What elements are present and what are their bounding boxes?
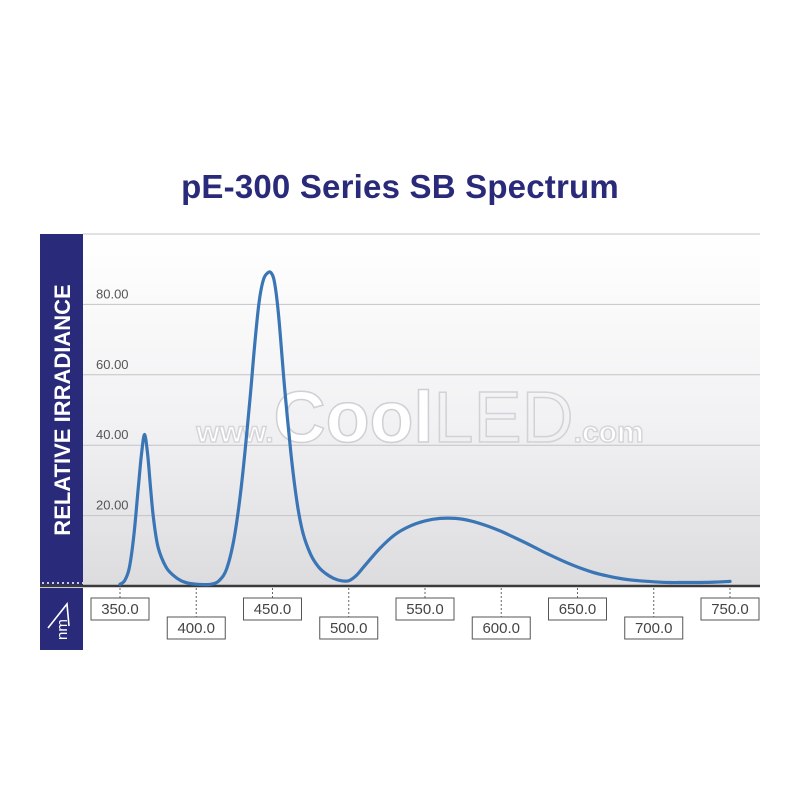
x-tick-labels: 350.0 400.0 450.0 500.0 550.0 600.0 650.0 700.0… [90,588,760,640]
x-tick-box [700,597,760,621]
x-tick-box [624,616,684,640]
x-tick-box [395,597,455,621]
x-tick-label: 550.0 [406,601,444,618]
watermark-text: www.CoolLED.com [195,378,643,458]
x-tick-box [166,616,226,640]
x-tick-label: 750.0 [711,601,749,618]
y-axis-label: RELATIVE IRRADIANCE [50,284,75,535]
y-label-panel [40,234,83,586]
x-axis-unit-label: nm [54,619,71,640]
x-tick-label: 700.0 [635,620,673,637]
watermark-part: .com [574,416,644,449]
watermark: www.CoolLED.com [195,377,645,459]
x-tick-label: 600.0 [482,620,520,637]
lambda-icon [47,601,70,629]
x-tick-box [471,616,531,640]
x-tick-label: 350.0 [101,601,139,618]
x-tick-label: 400.0 [177,620,215,637]
x-tick-box [243,597,302,621]
grid-lines [83,233,760,517]
x-tick-label: 650.0 [559,601,597,618]
series-line [118,270,732,587]
x-tick-box [548,597,607,621]
y-tick-label: 20.00 [96,498,129,513]
y-tick-label: 80.00 [96,286,129,301]
x-tick-label: 450.0 [254,601,292,618]
x-tick-label: 500.0 [330,620,368,637]
watermark-part: Cool [274,378,434,458]
y-tick-label: 60.00 [96,357,129,372]
x-tick-box [90,597,150,621]
y-tick-label: 40.00 [96,427,129,442]
watermark-part: LED [434,378,574,458]
chart-title: pE-300 Series SB Spectrum [181,168,619,205]
y-tick-labels: 20.00 40.00 60.00 80.00 [96,286,129,512]
x-unit-panel [40,588,83,650]
plot-background [83,234,760,586]
x-tick-box [319,616,379,640]
watermark-part: www. [195,416,273,449]
